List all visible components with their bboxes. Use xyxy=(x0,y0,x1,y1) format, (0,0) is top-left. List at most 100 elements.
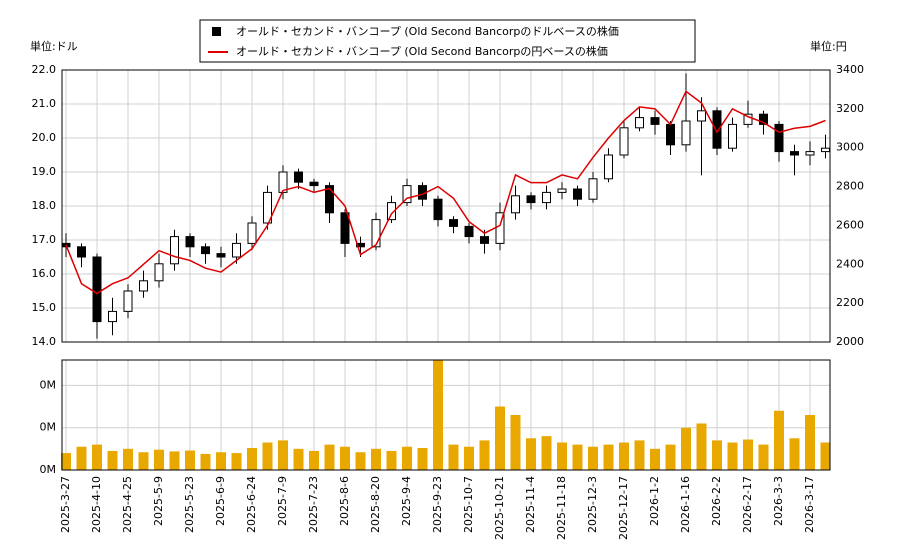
volume-bar xyxy=(743,439,753,470)
candle-body xyxy=(170,236,179,265)
x-tick-label: 2025-8-6 xyxy=(338,476,351,526)
x-tick-label: 2025-5-9 xyxy=(152,476,165,526)
volume-bar xyxy=(665,444,676,470)
x-tick-label: 2026-2-17 xyxy=(741,476,754,533)
y-tick-label: 19.0 xyxy=(32,165,57,178)
volume-bar xyxy=(355,452,366,470)
volume-bar xyxy=(138,452,149,470)
volume-bar xyxy=(61,453,71,470)
volume-bar xyxy=(603,444,614,470)
y2-tick-label: 2800 xyxy=(836,180,864,193)
volume-bar xyxy=(758,444,769,470)
candle-body xyxy=(635,117,644,129)
x-tick-label: 2026-1-16 xyxy=(679,476,692,533)
candle-body xyxy=(201,246,210,255)
volume-bar xyxy=(371,448,381,470)
x-tick-label: 2026-3-3 xyxy=(772,476,785,526)
volume-bar xyxy=(619,442,629,470)
volume-bar xyxy=(510,415,521,470)
legend-label: オールド・セカンド・バンコープ (Old Second Bancorpのドルベー… xyxy=(236,24,619,38)
volume-bar xyxy=(216,452,226,470)
x-tick-label: 2025-3-27 xyxy=(59,476,72,533)
x-tick-label: 2026-1-2 xyxy=(648,476,661,526)
y2-tick-label: 2200 xyxy=(836,296,864,309)
candle-body xyxy=(340,212,350,244)
legend-box xyxy=(199,19,696,63)
volume-bar xyxy=(820,442,831,470)
price-line xyxy=(65,90,826,295)
candle-body xyxy=(712,110,722,149)
volume-bar xyxy=(712,440,722,470)
candle-body xyxy=(92,256,102,323)
y2-axis-label: 単位:円 xyxy=(810,39,847,53)
candle-body xyxy=(139,280,148,292)
legend-swatch xyxy=(212,27,221,36)
candle-body xyxy=(604,154,613,180)
candle-body xyxy=(681,120,691,146)
candle-body xyxy=(325,185,334,214)
volume-bar xyxy=(557,442,567,470)
candle-body xyxy=(123,290,133,312)
y-tick-label: 0M xyxy=(40,378,57,391)
candle-body xyxy=(309,181,319,187)
x-tick-label: 2025-12-3 xyxy=(586,476,599,533)
candle-body xyxy=(433,198,443,221)
candle-body xyxy=(77,246,86,258)
x-tick-label: 2025-9-23 xyxy=(431,476,444,533)
candle-body xyxy=(650,117,660,125)
volume-bar xyxy=(76,446,87,470)
y-tick-label: 21.0 xyxy=(32,97,57,110)
x-tick-label: 2025-9-4 xyxy=(400,476,413,526)
volume-bar xyxy=(495,406,505,470)
y-tick-label: 15.0 xyxy=(32,301,57,314)
volume-bar xyxy=(154,449,164,470)
volume-bar xyxy=(464,446,474,470)
volume-bar xyxy=(774,410,784,470)
volume-bar xyxy=(448,444,459,470)
x-tick-label: 2025-11-18 xyxy=(555,476,568,540)
candle-body xyxy=(154,263,164,282)
volume-bar xyxy=(417,448,428,470)
candle-body xyxy=(728,123,737,149)
volume-bar xyxy=(572,444,583,470)
volume-bar xyxy=(681,427,691,470)
candle-body xyxy=(743,113,753,125)
y2-tick-label: 3400 xyxy=(836,63,864,76)
candle-body xyxy=(588,178,598,200)
volume-bar xyxy=(247,448,257,470)
x-tick-label: 2025-7-23 xyxy=(307,476,320,533)
x-tick-label: 2025-4-25 xyxy=(121,476,134,533)
candle-body xyxy=(356,242,365,248)
x-tick-label: 2025-7-9 xyxy=(276,476,289,526)
volume-bar xyxy=(433,360,443,470)
candle-body xyxy=(216,253,226,258)
candle-body xyxy=(387,202,396,221)
candle-body xyxy=(402,185,412,204)
volume-bar xyxy=(107,450,118,470)
x-tick-label: 2026-3-17 xyxy=(803,476,816,533)
volume-bar xyxy=(92,444,102,470)
x-tick-label: 2025-6-24 xyxy=(245,476,258,533)
candle-body xyxy=(821,147,830,153)
x-tick-label: 2025-11-4 xyxy=(524,476,537,533)
candle-body xyxy=(542,191,551,204)
plot-frame xyxy=(61,359,831,471)
candle-body xyxy=(805,151,815,156)
candle-body xyxy=(294,171,303,183)
x-tick-label: 2026-2-2 xyxy=(710,476,723,526)
volume-bar xyxy=(634,440,645,470)
candle-body xyxy=(464,225,474,238)
candle-body xyxy=(247,222,257,244)
y2-tick-label: 2600 xyxy=(836,218,864,231)
volume-bar xyxy=(805,415,815,470)
y-tick-label: 18.0 xyxy=(32,199,57,212)
candle-body xyxy=(774,123,784,153)
candle-body xyxy=(697,110,706,122)
y-tick-label: 22.0 xyxy=(32,63,57,76)
volume-bar xyxy=(278,440,288,470)
y-tick-label: 0M xyxy=(40,463,57,476)
y-tick-label: 20.0 xyxy=(32,131,57,144)
candle-body xyxy=(371,219,381,248)
